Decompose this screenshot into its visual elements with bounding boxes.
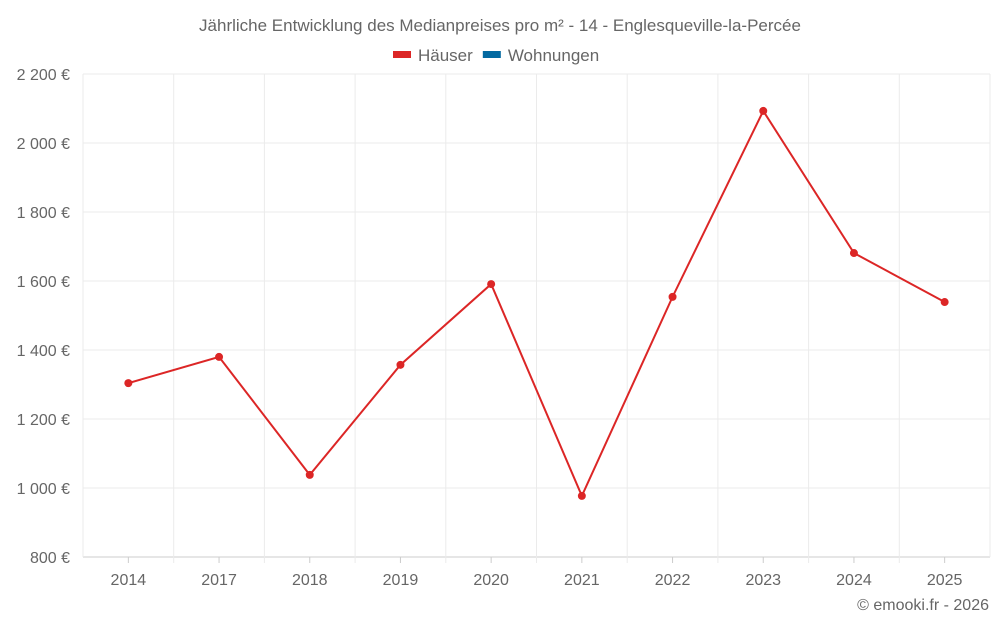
y-tick-label: 1 200 € <box>17 412 70 429</box>
data-point[interactable] <box>668 292 677 301</box>
x-tick-label: 2023 <box>745 572 781 589</box>
x-tick-label: 2018 <box>292 572 328 589</box>
y-tick-label: 1 800 € <box>17 205 70 222</box>
x-tick-label: 2025 <box>927 572 963 589</box>
data-point[interactable] <box>487 280 496 289</box>
x-tick-label: 2014 <box>111 572 147 589</box>
data-point[interactable] <box>215 352 224 361</box>
data-point[interactable] <box>577 491 586 500</box>
legend-label[interactable]: Wohnungen <box>508 46 599 65</box>
credit: © emooki.fr - 2026 <box>857 597 989 614</box>
y-tick-label: 1 400 € <box>17 343 70 360</box>
y-tick-label: 1 000 € <box>17 481 70 498</box>
x-tick-label: 2017 <box>201 572 237 589</box>
x-tick-label: 2019 <box>383 572 419 589</box>
series-line <box>128 108 946 499</box>
data-point[interactable] <box>124 379 133 388</box>
x-tick-label: 2020 <box>473 572 509 589</box>
chart-title: Jährliche Entwicklung des Medianpreises … <box>199 16 801 35</box>
data-point[interactable] <box>849 249 858 258</box>
y-tick-label: 1 600 € <box>17 274 70 291</box>
legend-swatch <box>393 51 411 58</box>
data-point[interactable] <box>759 106 768 115</box>
x-tick-label: 2022 <box>655 572 691 589</box>
x-tick-label: 2021 <box>564 572 600 589</box>
legend-swatch <box>482 51 501 58</box>
legend-label[interactable]: Häuser <box>418 46 473 65</box>
x-tick-label: 2024 <box>836 572 872 589</box>
y-tick-label: 2 200 € <box>17 67 70 84</box>
data-point[interactable] <box>940 298 949 307</box>
data-point[interactable] <box>305 470 314 479</box>
y-tick-label: 800 € <box>30 550 70 567</box>
y-tick-label: 2 000 € <box>17 136 70 153</box>
data-point[interactable] <box>396 360 405 369</box>
